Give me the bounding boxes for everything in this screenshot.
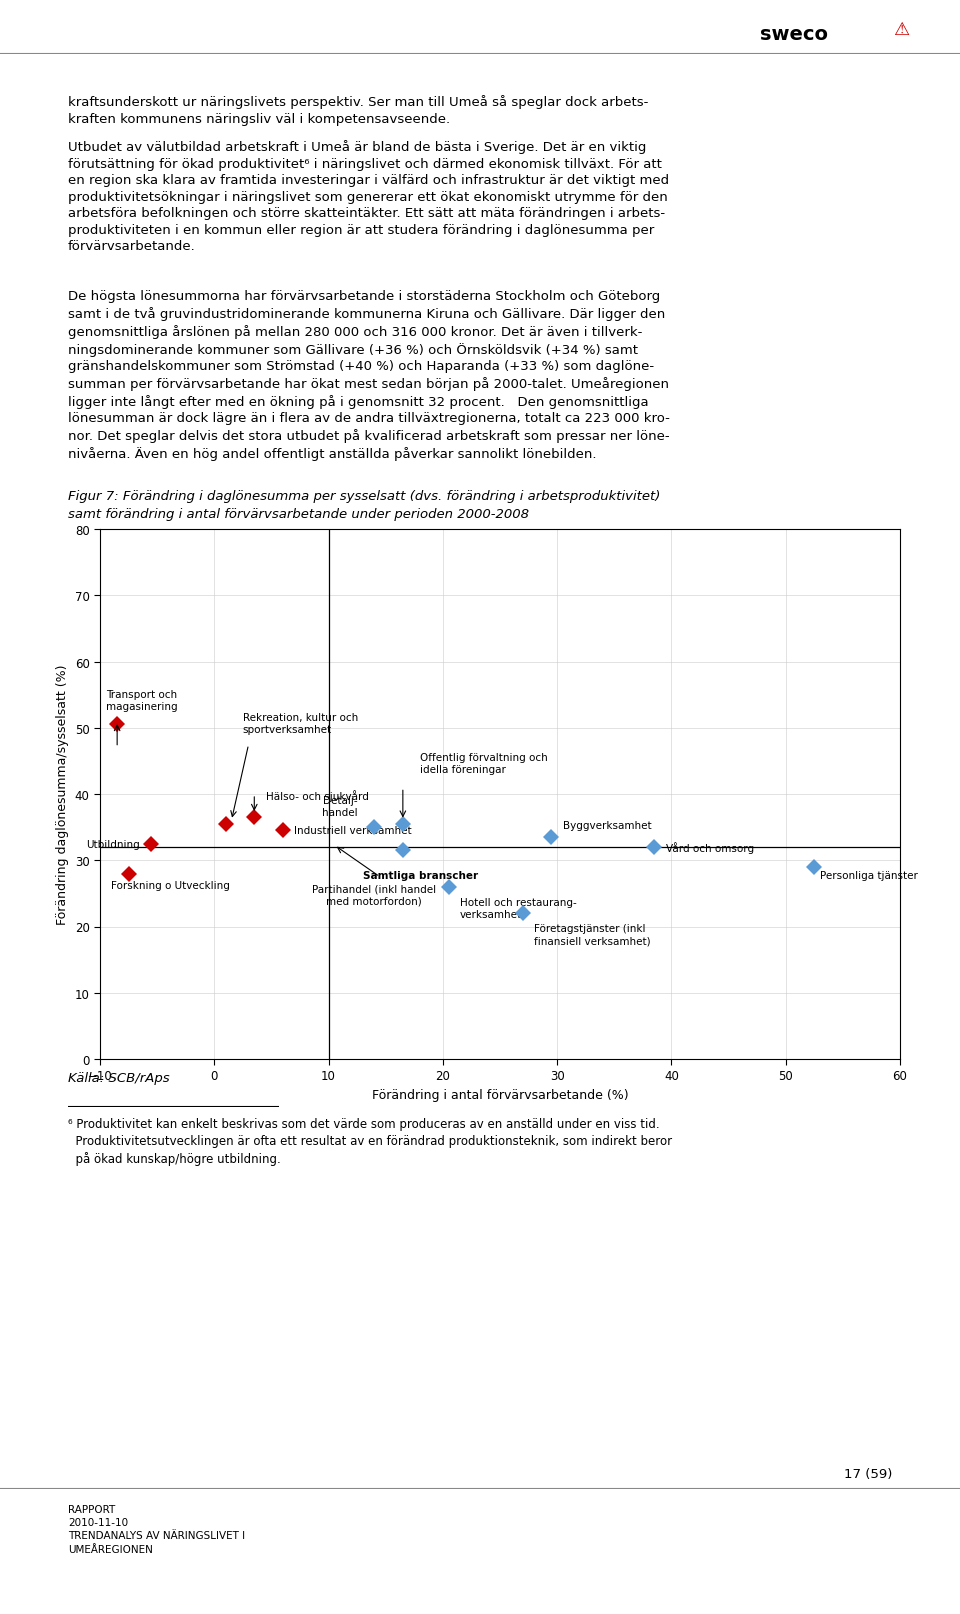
Text: Detalj-
handel: Detalj- handel (322, 796, 357, 818)
Text: Hotell och restaurang-
verksamhet: Hotell och restaurang- verksamhet (460, 897, 577, 918)
Text: Forskning o Utveckling: Forskning o Utveckling (111, 881, 230, 891)
Text: Samtliga branscher: Samtliga branscher (363, 870, 478, 881)
Y-axis label: Förändring daglönesumma/sysselsatt (%): Förändring daglönesumma/sysselsatt (%) (56, 665, 69, 925)
Text: Partihandel (inkl handel
med motorfordon): Partihandel (inkl handel med motorfordon… (312, 884, 437, 905)
Text: kraften kommunens näringsliv väl i kompetensavseende.: kraften kommunens näringsliv väl i kompe… (68, 113, 450, 126)
Text: Industriell verksamhet: Industriell verksamhet (295, 826, 412, 836)
Text: Transport och
magasinering: Transport och magasinering (106, 689, 178, 712)
Text: Källa: SCB/rAps: Källa: SCB/rAps (68, 1072, 170, 1085)
Text: sweco: sweco (760, 26, 828, 45)
Text: Utbudet av välutbildad arbetskraft i Umeå är bland de bästa i Sverige. Det är en: Utbudet av välutbildad arbetskraft i Ume… (68, 140, 669, 253)
Text: Vård och omsorg: Vård och omsorg (665, 841, 754, 854)
Text: 17 (59): 17 (59) (845, 1467, 893, 1480)
Text: Offentlig förvaltning och
idella föreningar: Offentlig förvaltning och idella förenin… (420, 752, 548, 775)
Text: ⁶ Produktivitet kan enkelt beskrivas som det värde som produceras av en anställd: ⁶ Produktivitet kan enkelt beskrivas som… (68, 1117, 672, 1165)
Text: kraftsunderskott ur näringslivets perspektiv. Ser man till Umeå så speglar dock : kraftsunderskott ur näringslivets perspe… (68, 95, 648, 108)
Text: De högsta lönesummorna har förvärvsarbetande i storstäderna Stockholm och Götebo: De högsta lönesummorna har förvärvsarbet… (68, 291, 670, 462)
Text: samt förändring i antal förvärvsarbetande under perioden 2000-2008: samt förändring i antal förvärvsarbetand… (68, 508, 529, 521)
Text: ⚠: ⚠ (893, 21, 909, 39)
Text: Rekreation, kultur och
sportverksamhet: Rekreation, kultur och sportverksamhet (243, 713, 358, 734)
Text: Hälso- och sjukvård: Hälso- och sjukvård (266, 789, 369, 801)
Text: Utbildning: Utbildning (86, 839, 140, 849)
Text: Byggverksamhet: Byggverksamhet (563, 822, 652, 831)
Text: Företagstjänster (inkl
finansiell verksamhet): Företagstjänster (inkl finansiell verksa… (535, 923, 651, 946)
Text: RAPPORT
2010-11-10
TRENDANALYS AV NÄRINGSLIVET I
UMEÅREGIONEN: RAPPORT 2010-11-10 TRENDANALYS AV NÄRING… (68, 1504, 245, 1554)
Text: Personliga tjänster: Personliga tjänster (820, 870, 918, 881)
X-axis label: Förändring i antal förvärvsarbetande (%): Förändring i antal förvärvsarbetande (%) (372, 1088, 628, 1101)
Text: Figur 7: Förändring i daglönesumma per sysselsatt (dvs. förändring i arbetsprodu: Figur 7: Förändring i daglönesumma per s… (68, 489, 660, 502)
